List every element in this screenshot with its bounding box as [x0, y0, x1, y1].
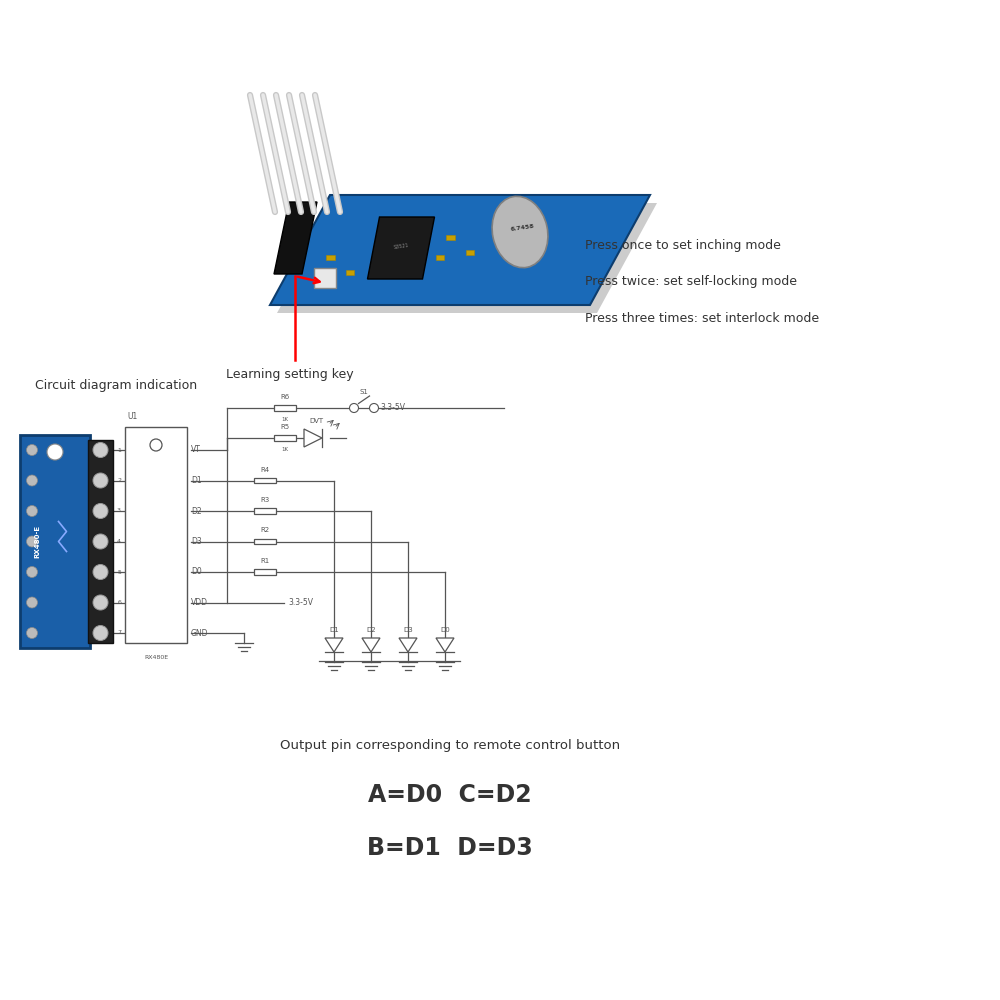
- Text: D1: D1: [329, 627, 339, 633]
- Text: D0: D0: [440, 627, 450, 633]
- Bar: [254, 539, 276, 544]
- Circle shape: [370, 403, 378, 412]
- Text: 3.3-5V: 3.3-5V: [288, 598, 313, 607]
- Text: B=D1  D=D3: B=D1 D=D3: [367, 836, 533, 860]
- Text: R2: R2: [260, 528, 270, 534]
- Circle shape: [93, 442, 108, 458]
- Text: S1: S1: [360, 389, 368, 395]
- Text: R5: R5: [280, 424, 290, 430]
- Text: R1: R1: [260, 558, 270, 564]
- Circle shape: [93, 564, 108, 580]
- Text: VT: VT: [191, 446, 201, 454]
- Text: ANT: ANT: [146, 586, 166, 595]
- Polygon shape: [325, 638, 343, 652]
- Text: 7: 7: [117, 631, 121, 636]
- Text: Press twice: set self-locking mode: Press twice: set self-locking mode: [585, 275, 797, 288]
- Text: VDD: VDD: [191, 598, 208, 607]
- Bar: [88, 440, 113, 643]
- Polygon shape: [304, 429, 322, 447]
- Bar: [254, 478, 276, 483]
- Polygon shape: [399, 638, 417, 652]
- Text: D3: D3: [403, 627, 413, 633]
- Circle shape: [47, 444, 63, 460]
- Text: U1: U1: [127, 412, 137, 421]
- Circle shape: [93, 504, 108, 519]
- Polygon shape: [277, 203, 657, 313]
- Text: 6.7458: 6.7458: [510, 224, 534, 232]
- Text: 1: 1: [117, 448, 121, 452]
- Bar: [376, 264, 384, 270]
- Text: D1: D1: [191, 476, 202, 485]
- Text: Learning setting key: Learning setting key: [226, 368, 354, 381]
- Bar: [314, 268, 336, 288]
- Ellipse shape: [492, 196, 548, 268]
- Circle shape: [26, 597, 38, 608]
- Circle shape: [93, 626, 108, 641]
- Circle shape: [26, 566, 38, 578]
- Circle shape: [26, 506, 38, 517]
- Text: 6: 6: [117, 600, 121, 605]
- Bar: [254, 508, 276, 514]
- Text: DVT: DVT: [309, 418, 323, 424]
- Bar: [466, 250, 474, 255]
- Text: 3.3-5V: 3.3-5V: [380, 403, 405, 412]
- Text: Output pin corresponding to remote control button: Output pin corresponding to remote contr…: [280, 738, 620, 752]
- Text: R6: R6: [280, 394, 290, 400]
- Bar: [20, 435, 90, 648]
- Circle shape: [26, 444, 38, 456]
- Polygon shape: [274, 202, 317, 274]
- Text: 1K: 1K: [282, 417, 288, 422]
- Text: D3: D3: [191, 537, 202, 546]
- Bar: [416, 239, 424, 245]
- Bar: [346, 269, 354, 275]
- Text: 3: 3: [117, 509, 121, 514]
- Circle shape: [350, 403, 358, 412]
- Text: D2: D2: [366, 627, 376, 633]
- Text: 1K: 1K: [282, 447, 288, 452]
- Text: Press once to set inching mode: Press once to set inching mode: [585, 238, 781, 251]
- Text: S3521: S3521: [393, 242, 409, 250]
- Polygon shape: [270, 195, 650, 305]
- Text: A=D0  C=D2: A=D0 C=D2: [368, 783, 532, 807]
- Text: D0: D0: [191, 568, 202, 576]
- Circle shape: [26, 628, 38, 639]
- Text: 4: 4: [117, 539, 121, 544]
- Text: R3: R3: [260, 497, 270, 503]
- Bar: [274, 405, 296, 411]
- Text: Circuit diagram indication: Circuit diagram indication: [35, 378, 197, 391]
- Text: RX480-E: RX480-E: [34, 525, 40, 558]
- Bar: [274, 435, 296, 441]
- Bar: [125, 427, 187, 643]
- Circle shape: [93, 534, 108, 549]
- Circle shape: [150, 439, 162, 451]
- Bar: [326, 254, 334, 260]
- Bar: [446, 234, 454, 240]
- Text: 2: 2: [117, 478, 121, 483]
- Bar: [406, 259, 414, 265]
- Circle shape: [26, 475, 38, 486]
- Polygon shape: [436, 638, 454, 652]
- Circle shape: [26, 536, 38, 547]
- Polygon shape: [362, 638, 380, 652]
- Text: R4: R4: [260, 466, 270, 473]
- Text: RX480E: RX480E: [144, 655, 168, 660]
- Bar: [436, 254, 444, 260]
- Circle shape: [93, 595, 108, 610]
- Text: 5: 5: [117, 570, 121, 574]
- Text: Press three times: set interlock mode: Press three times: set interlock mode: [585, 312, 819, 324]
- Bar: [254, 569, 276, 575]
- Circle shape: [93, 473, 108, 488]
- Text: GND: GND: [191, 629, 208, 638]
- Bar: [386, 244, 394, 250]
- Text: D2: D2: [191, 507, 202, 516]
- Polygon shape: [368, 217, 434, 279]
